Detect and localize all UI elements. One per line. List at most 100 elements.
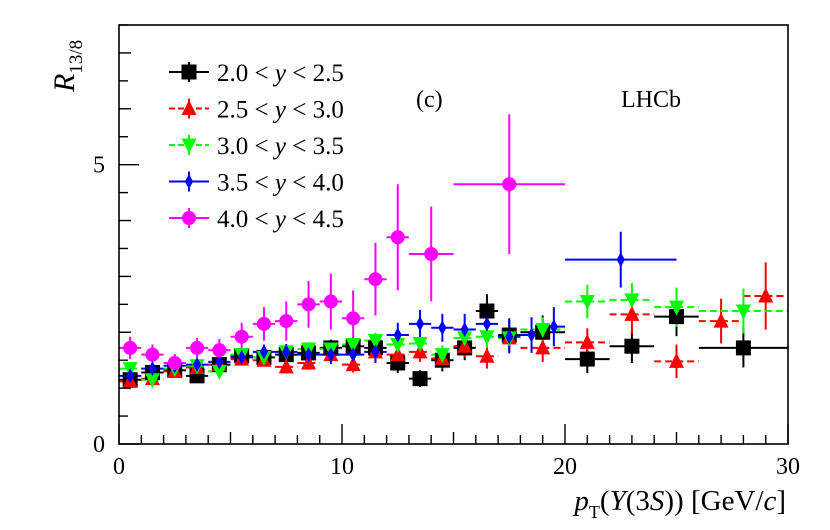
x-tick-label: 10: [330, 454, 354, 480]
legend-entry: 4.0 < y < 4.5: [169, 206, 344, 233]
data-point: [527, 327, 536, 343]
data-point: [412, 336, 428, 352]
y-axis-label-main: R: [48, 74, 81, 93]
x-axis-label-t-subscript: T: [589, 502, 600, 522]
data-point: [390, 338, 406, 354]
x-axis-label-unit-open: [GeV/: [684, 485, 765, 517]
data-point: [457, 331, 473, 347]
data-point: [346, 311, 361, 326]
x-tick-label: 0: [113, 454, 125, 480]
legend-label: 2.5 < y < 3.0: [217, 97, 344, 124]
x-tick-label: 30: [776, 454, 800, 480]
data-point: [415, 316, 425, 332]
data-point: [215, 354, 224, 370]
legend-label: 3.5 < y < 4.0: [217, 170, 344, 197]
x-axis-label-mid: (3: [626, 485, 650, 517]
data-point: [278, 358, 294, 374]
legend-label: 3.0 < y < 3.5: [217, 133, 344, 160]
x-axis-ticks: 0 10 20 30: [113, 424, 800, 480]
data-point: [368, 272, 383, 287]
data-point: [282, 344, 291, 360]
legend-label: 4.0 < y < 4.5: [217, 206, 344, 233]
data-point: [326, 347, 335, 363]
data-point: [367, 334, 383, 350]
data-point: [144, 373, 160, 389]
data-point: [256, 316, 271, 331]
data-point: [549, 319, 558, 335]
data-point: [192, 357, 202, 373]
x-axis-label-paren: (: [600, 485, 610, 517]
legend: 2.0 < y < 2.5 2.5 < y < 3.0 3.0 < y < 3.5 3…: [169, 60, 344, 233]
data-point: [479, 303, 495, 319]
data-point: [482, 316, 492, 332]
data-point: [412, 371, 428, 387]
data-point: [460, 321, 469, 337]
data-point: [535, 339, 551, 355]
x-axis-label-upsilon: Υ: [610, 485, 629, 517]
panel-label: (c): [416, 87, 443, 113]
data-point: [579, 333, 595, 349]
legend-marker: [184, 174, 194, 189]
data-point: [371, 344, 380, 360]
legend-marker: [181, 100, 197, 115]
data-point: [438, 320, 447, 336]
data-point: [669, 352, 684, 368]
y-axis-label-subscript: 13/8: [66, 40, 87, 74]
data-point: [345, 356, 361, 372]
x-axis-label-unit-close: ]: [776, 485, 786, 517]
data-point: [145, 347, 160, 362]
data-point: [234, 329, 249, 344]
data-point: [304, 347, 313, 363]
data-point: [190, 340, 205, 355]
data-point: [735, 304, 751, 320]
data-point: [479, 347, 495, 363]
y-axis-label: R13/8: [48, 40, 87, 93]
data-point: [669, 309, 684, 325]
legend-marker: [181, 138, 197, 154]
data-point: [758, 287, 774, 303]
data-point: [393, 327, 402, 343]
data-point: [624, 305, 640, 321]
data-point: [211, 364, 227, 380]
data-point: [579, 351, 595, 367]
x-axis-label-c: c: [763, 485, 776, 517]
data-point: [535, 322, 551, 338]
data-point: [345, 338, 361, 354]
data-point: [479, 330, 495, 346]
data-point: [713, 312, 729, 328]
y-tick-label: 0: [93, 432, 105, 458]
x-axis-label-close: )): [664, 485, 683, 517]
data-point: [279, 314, 294, 329]
y-tick-label: 5: [93, 153, 105, 179]
data-point: [505, 329, 514, 345]
experiment-label: LHCb: [621, 87, 681, 113]
x-tick-label: 20: [553, 454, 577, 480]
legend-entry: 2.5 < y < 3.0: [169, 97, 344, 124]
data-point: [624, 293, 640, 309]
x-axis-label-s: S: [650, 485, 665, 517]
data-point: [167, 355, 182, 370]
data-point: [502, 177, 517, 192]
legend-marker: [182, 211, 196, 225]
data-point: [390, 230, 405, 245]
data-point: [624, 338, 640, 354]
data-point: [123, 340, 138, 355]
data-point: [669, 300, 684, 316]
data-point: [259, 344, 269, 360]
data-point: [390, 346, 406, 362]
x-axis-label-p: p: [572, 485, 589, 517]
data-point: [424, 247, 439, 262]
data-point: [148, 361, 157, 377]
y-axis-ticks: 05: [93, 24, 139, 458]
data-point: [616, 252, 625, 268]
data-point: [212, 343, 227, 358]
data-point: [434, 348, 450, 364]
legend-label: 2.0 < y < 2.5: [217, 60, 344, 87]
data-markers: [122, 177, 774, 389]
data-point: [237, 349, 246, 365]
data-point: [323, 294, 338, 309]
legend-entry: 3.0 < y < 3.5: [169, 133, 344, 160]
x-axis-label: pT(Υ(3S)) [GeV/c]: [572, 485, 786, 522]
data-point: [735, 340, 751, 356]
